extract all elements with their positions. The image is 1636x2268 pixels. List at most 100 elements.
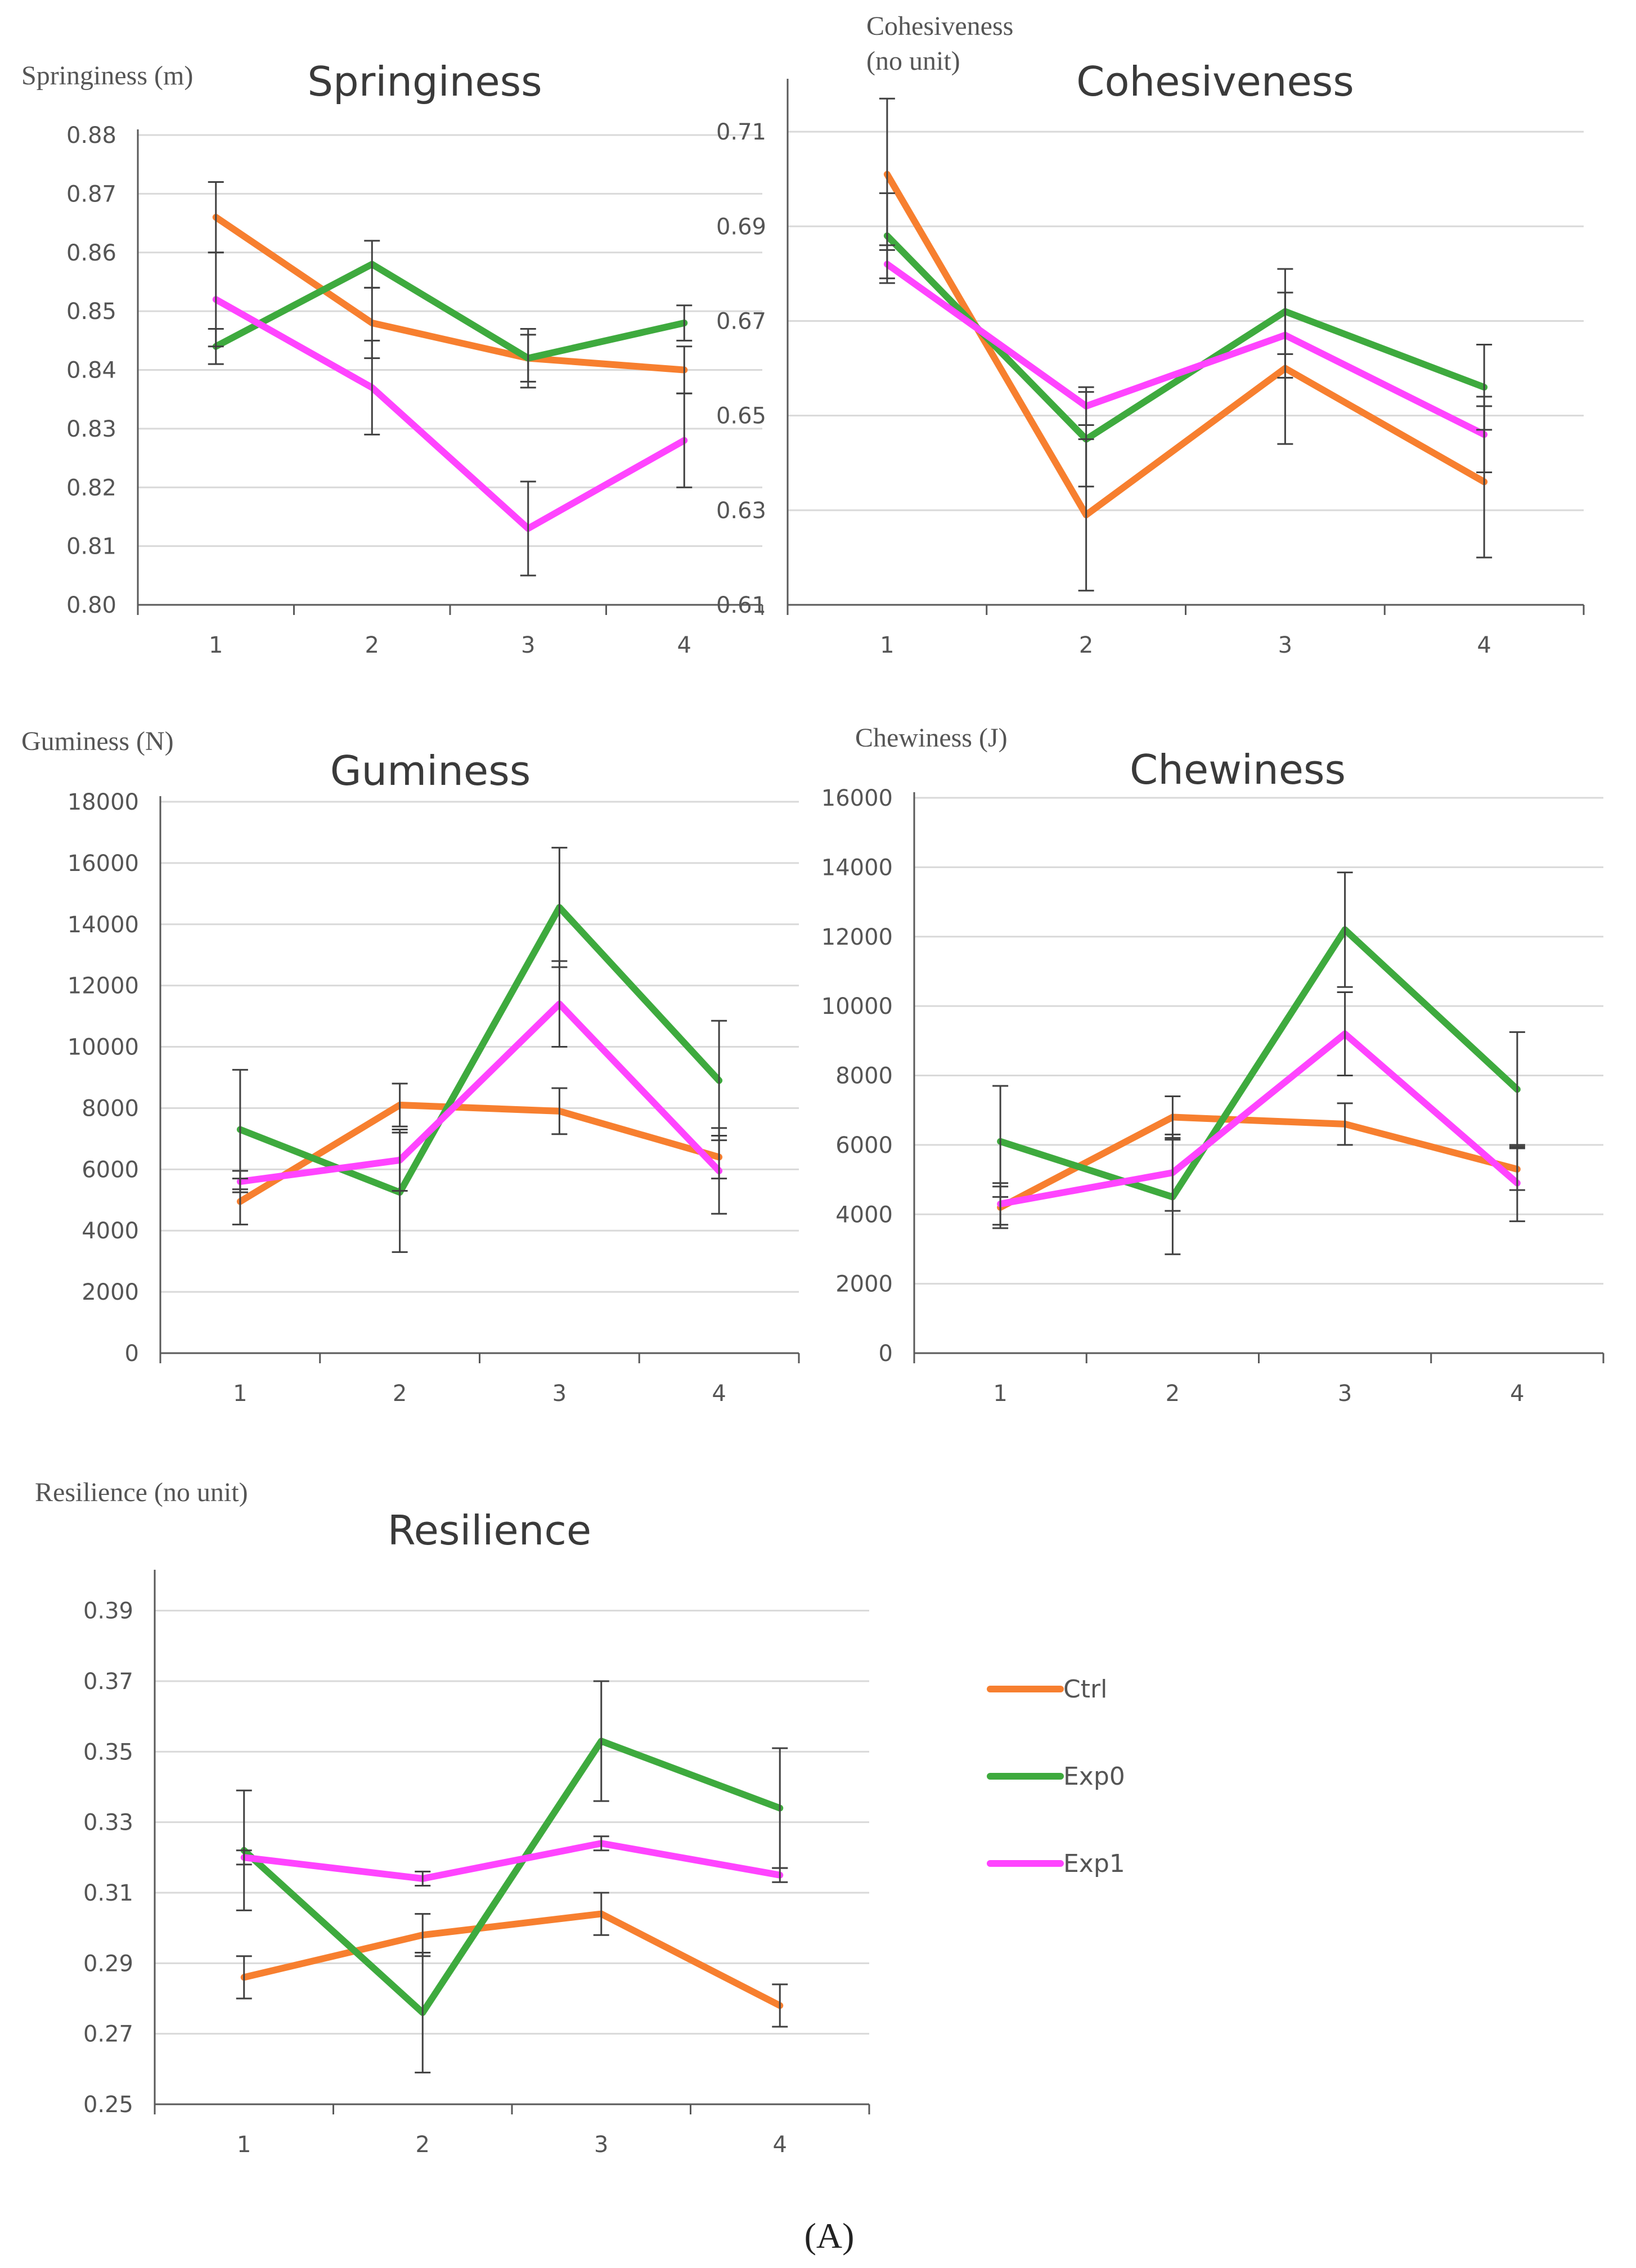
y-tick-label: 0.63 — [716, 498, 766, 524]
chart-title: Chewiness — [1130, 746, 1346, 793]
error-bar-ctrl — [236, 1955, 252, 2000]
series-line-exp1 — [997, 1030, 1521, 1207]
error-bar-exp0 — [593, 1680, 609, 1802]
y-tick-label: 0.27 — [83, 2022, 133, 2047]
y-tick-label: 12000 — [821, 924, 893, 950]
x-tick-label: 2 — [1166, 1381, 1180, 1407]
series-line-exp1 — [883, 261, 1488, 438]
error-bar-exp0 — [1509, 1031, 1525, 1148]
x-tick-label: 3 — [1278, 632, 1292, 658]
error-bar-exp0 — [1337, 872, 1353, 988]
series-line-ctrl — [236, 1102, 723, 1205]
x-tick-label: 4 — [677, 632, 691, 658]
y-axis-label: Guminess (N) — [21, 726, 174, 756]
series-line-exp0 — [236, 904, 723, 1196]
x-tick-label: 3 — [1338, 1381, 1352, 1407]
y-tick-label: 0.31 — [83, 1880, 133, 1906]
chart-title: Cohesiveness — [1076, 58, 1354, 105]
error-bar-ctrl — [1337, 1102, 1353, 1146]
x-tick-label: 1 — [233, 1381, 247, 1407]
y-tick-label: 2000 — [835, 1272, 893, 1297]
y-tick-label: 12000 — [68, 973, 139, 999]
y-tick-label: 0.86 — [66, 240, 116, 266]
y-tick-label: 4000 — [835, 1202, 893, 1228]
y-tick-label: 2000 — [82, 1279, 139, 1305]
x-tick-label: 1 — [237, 2132, 251, 2158]
legend-label-exp1: Exp1 — [1063, 1849, 1125, 1878]
y-tick-label: 10000 — [821, 994, 893, 1020]
error-bar-exp0 — [711, 1020, 727, 1142]
legend: Ctrl Exp0 Exp1 — [987, 1675, 1125, 1878]
error-bar-exp1 — [1337, 991, 1353, 1076]
y-tick-label: 14000 — [68, 912, 139, 938]
error-bar-ctrl — [551, 1087, 568, 1135]
chart-springiness: Springiness Springiness (m) 0.80 0.81 0.82 0.… — [21, 58, 763, 658]
x-tick-label: 4 — [712, 1381, 726, 1407]
error-bar-exp1 — [392, 1129, 408, 1192]
y-tick-label: 16000 — [821, 785, 893, 811]
x-tick-label: 2 — [416, 2132, 430, 2158]
series-line-exp0 — [212, 261, 688, 362]
chart-guminess: Guminess Guminess (N) 0 2000 4000 6000 8000 100… — [21, 726, 800, 1407]
chart-title: Springiness — [307, 58, 542, 105]
x-tick-label: 4 — [1477, 632, 1491, 658]
y-tick-label: 0 — [879, 1341, 893, 1367]
error-bar-exp1 — [593, 1835, 609, 1852]
series-line-ctrl — [240, 1910, 784, 2009]
series-line-ctrl — [883, 170, 1488, 519]
y-tick-label: 8000 — [835, 1063, 893, 1089]
error-bar-exp1 — [1165, 1133, 1181, 1212]
error-bar-exp1 — [551, 960, 568, 1048]
x-tick-label: 2 — [365, 632, 379, 658]
y-tick-label: 0.25 — [83, 2092, 133, 2118]
y-tick-label: 10000 — [68, 1035, 139, 1061]
y-tick-label: 0.37 — [83, 1669, 133, 1695]
error-bar-exp1 — [992, 1182, 1009, 1226]
y-axis-label: Springiness (m) — [21, 61, 193, 91]
series-line-exp1 — [212, 296, 688, 532]
y-tick-label: 0.35 — [83, 1739, 133, 1765]
error-bar-ctrl — [772, 1983, 788, 2028]
y-tick-label: 0.87 — [66, 181, 116, 207]
legend-label-exp0: Exp0 — [1063, 1762, 1125, 1791]
y-tick-label: 0.85 — [66, 299, 116, 325]
y-tick-label: 0.80 — [66, 592, 116, 618]
error-bar-ctrl — [593, 1892, 609, 1936]
x-tick-label: 3 — [521, 632, 535, 658]
y-tick-label: 0.65 — [716, 403, 766, 429]
y-tick-label: 0.39 — [83, 1598, 133, 1624]
x-tick-label: 4 — [773, 2132, 787, 2158]
y-tick-label: 0.61 — [716, 592, 766, 618]
error-bar-ctrl — [392, 1083, 408, 1128]
series-line-exp1 — [240, 1840, 784, 1882]
error-bar-exp1 — [676, 392, 693, 488]
y-tick-label: 6000 — [835, 1133, 893, 1158]
y-tick-label: 14000 — [821, 855, 893, 881]
y-tick-label: 0 — [125, 1341, 139, 1367]
chart-title: Resilience — [388, 1507, 591, 1554]
error-bar-exp1 — [232, 1170, 248, 1193]
x-tick-label: 1 — [880, 632, 894, 658]
error-bar-exp1 — [772, 1867, 788, 1883]
chart-cohesiveness: Cohesiveness Cohesiveness (no unit) 0.61 0.6… — [716, 11, 1585, 658]
y-tick-label: 0.33 — [83, 1810, 133, 1836]
series-line-exp0 — [240, 1737, 784, 2017]
y-tick-label: 6000 — [82, 1157, 139, 1183]
y-axis-label: Resilience (no unit) — [35, 1477, 248, 1507]
y-tick-label: 18000 — [68, 789, 139, 815]
error-bar-exp1 — [879, 244, 895, 284]
x-tick-label: 3 — [552, 1381, 567, 1407]
y-tick-label: 0.82 — [66, 475, 116, 501]
error-bar-exp1 — [1277, 291, 1293, 379]
chart-chewiness: Chewiness Chewiness (J) 0 2000 4000 6000 8000 1… — [821, 723, 1604, 1407]
y-tick-label: 16000 — [68, 851, 139, 877]
x-tick-label: 1 — [209, 632, 223, 658]
chart-title: Guminess — [330, 747, 531, 794]
x-tick-label: 2 — [393, 1381, 407, 1407]
y-axis-label: Cohesiveness (no unit) — [866, 11, 1013, 76]
error-bar-exp1 — [520, 480, 536, 577]
y-tick-label: 0.71 — [716, 119, 766, 145]
y-tick-label: 0.69 — [716, 214, 766, 240]
error-bar-exp0 — [520, 327, 536, 389]
